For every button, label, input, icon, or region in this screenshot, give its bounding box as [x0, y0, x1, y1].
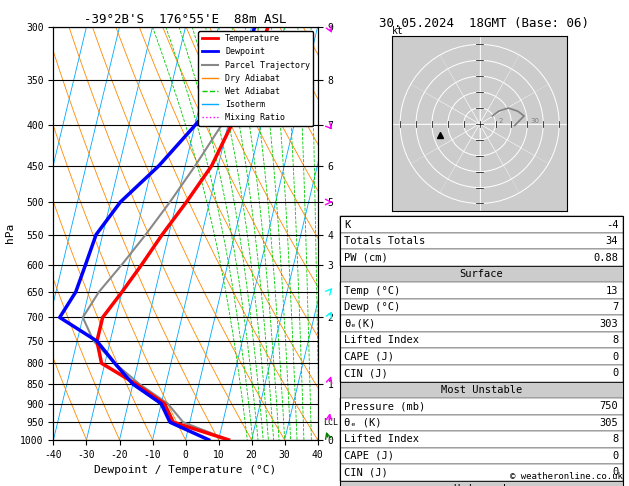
Text: K: K [344, 220, 350, 229]
Text: Lifted Index: Lifted Index [344, 335, 419, 345]
Text: Totals Totals: Totals Totals [344, 236, 425, 246]
Text: 2: 2 [499, 118, 503, 124]
Text: 13: 13 [606, 286, 618, 295]
Text: Most Unstable: Most Unstable [440, 385, 522, 395]
Text: 0: 0 [612, 368, 618, 378]
Y-axis label: km
ASL: km ASL [350, 223, 367, 244]
Text: 34: 34 [606, 236, 618, 246]
Text: 0: 0 [612, 468, 618, 477]
Title: -39°2B'S  176°55'E  88m ASL: -39°2B'S 176°55'E 88m ASL [84, 13, 287, 26]
Text: Temp (°C): Temp (°C) [344, 286, 400, 295]
Text: 303: 303 [599, 319, 618, 329]
Legend: Temperature, Dewpoint, Parcel Trajectory, Dry Adiabat, Wet Adiabat, Isotherm, Mi: Temperature, Dewpoint, Parcel Trajectory… [199, 31, 313, 125]
Text: 305: 305 [599, 418, 618, 428]
Text: 750: 750 [599, 401, 618, 411]
Text: Lifted Index: Lifted Index [344, 434, 419, 444]
Text: Hodograph: Hodograph [453, 484, 509, 486]
Text: Surface: Surface [459, 269, 503, 279]
Text: 30: 30 [530, 118, 540, 124]
Text: 0: 0 [612, 451, 618, 461]
Text: 7: 7 [612, 302, 618, 312]
Text: Pressure (mb): Pressure (mb) [344, 401, 425, 411]
Text: PW (cm): PW (cm) [344, 253, 388, 262]
Text: © weatheronline.co.uk: © weatheronline.co.uk [510, 472, 623, 481]
Text: Dewp (°C): Dewp (°C) [344, 302, 400, 312]
Text: LCL: LCL [323, 418, 338, 427]
X-axis label: Dewpoint / Temperature (°C): Dewpoint / Temperature (°C) [94, 465, 277, 475]
Text: θₑ(K): θₑ(K) [344, 319, 376, 329]
Text: 8: 8 [612, 434, 618, 444]
Text: CAPE (J): CAPE (J) [344, 352, 394, 362]
Text: θₑ (K): θₑ (K) [344, 418, 382, 428]
Text: kt: kt [392, 26, 404, 35]
Text: 30.05.2024  18GMT (Base: 06): 30.05.2024 18GMT (Base: 06) [379, 17, 589, 30]
Text: CAPE (J): CAPE (J) [344, 451, 394, 461]
Text: CIN (J): CIN (J) [344, 468, 388, 477]
Text: CIN (J): CIN (J) [344, 368, 388, 378]
Text: 0: 0 [612, 352, 618, 362]
Text: 0.88: 0.88 [593, 253, 618, 262]
Y-axis label: hPa: hPa [4, 223, 14, 243]
Text: 8: 8 [612, 335, 618, 345]
Text: -4: -4 [606, 220, 618, 229]
